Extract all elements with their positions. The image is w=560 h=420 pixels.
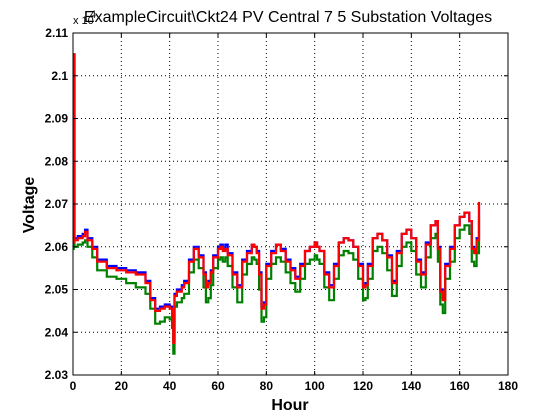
y-multiplier: x 10 bbox=[73, 15, 94, 27]
x-tick-label: 80 bbox=[260, 379, 274, 393]
x-tick-label: 140 bbox=[401, 379, 421, 393]
y-tick-label: 2.04 bbox=[45, 325, 69, 339]
y-tick-label: 2.05 bbox=[45, 283, 69, 297]
chart-title: ExampleCircuit\Ckt24 PV Central 7 5 Subs… bbox=[84, 9, 492, 26]
x-tick-label: 100 bbox=[305, 379, 325, 393]
x-tick-label: 20 bbox=[115, 379, 129, 393]
x-tick-label: 180 bbox=[498, 379, 518, 393]
x-axis-title: Hour bbox=[271, 397, 308, 414]
x-tick-label: 120 bbox=[353, 379, 373, 393]
y-tick-label: 2.06 bbox=[45, 240, 69, 254]
series-line-2 bbox=[72, 53, 481, 344]
x-tick-label: 160 bbox=[450, 379, 470, 393]
y-tick-label: 2.07 bbox=[45, 197, 69, 211]
y-tick-label: 2.1 bbox=[51, 69, 68, 83]
series-group bbox=[72, 53, 481, 355]
y-axis-title: Voltage bbox=[21, 177, 38, 234]
ticks: 0 20 40 60 80 100 120 140 160 180 2.03 2.04 2.05 2.06… bbox=[45, 26, 519, 393]
x-tick-label: 60 bbox=[211, 379, 225, 393]
y-tick-label: 2.11 bbox=[45, 26, 68, 40]
y-tick-label: 2.03 bbox=[45, 368, 69, 382]
x-tick-label: 0 bbox=[70, 379, 77, 393]
y-multiplier-exponent: 4 bbox=[90, 9, 96, 21]
x-tick-label: 40 bbox=[163, 379, 177, 393]
y-tick-label: 2.09 bbox=[45, 112, 69, 126]
y-tick-label: 2.08 bbox=[45, 154, 69, 168]
plot-background bbox=[73, 33, 508, 375]
